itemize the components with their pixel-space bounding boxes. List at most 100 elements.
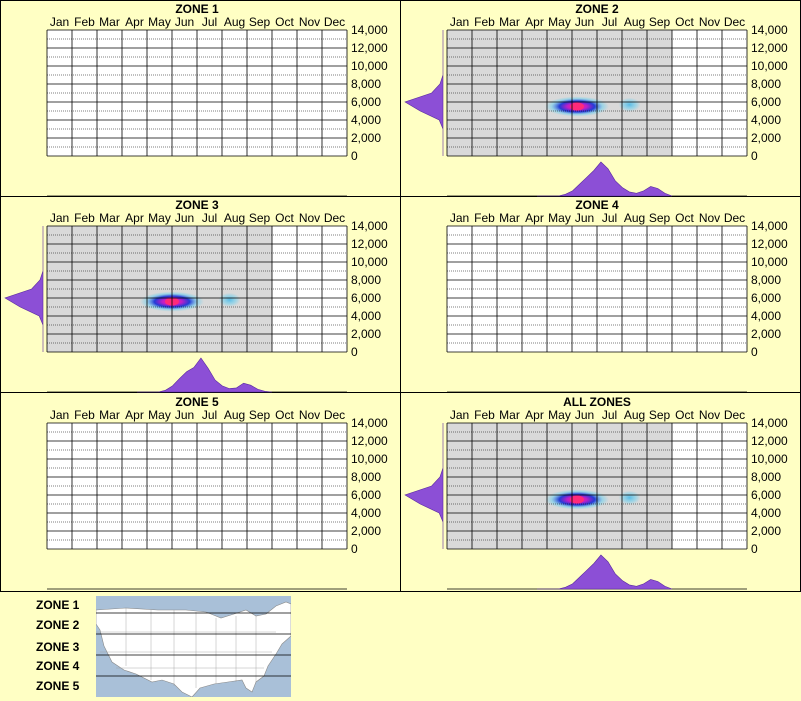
elevation-tick-label: 6,000 <box>351 291 381 305</box>
month-tick-label: Nov <box>699 408 720 422</box>
month-tick-label: Jul <box>202 15 217 29</box>
elevation-tick-label: 2,000 <box>751 524 781 538</box>
month-tick-label: Sep <box>249 15 271 29</box>
elevation-density-curve <box>4 226 44 352</box>
panel-zone-4: ZONE 4 Jan Feb Mar Apr May Jun Jul Aug Sep Oct Nov D… <box>446 198 788 393</box>
month-tick-label: May <box>148 15 171 29</box>
month-tick-label: Oct <box>275 15 294 29</box>
month-tick-label: Mar <box>99 211 120 225</box>
density-hotspot <box>218 292 241 307</box>
month-tick-label: Sep <box>249 408 271 422</box>
month-tick-label: Mar <box>499 211 520 225</box>
month-tick-label: Dec <box>724 408 745 422</box>
month-tick-label: Aug <box>224 15 245 29</box>
legend-zone-1-label: ZONE 1 <box>36 598 80 612</box>
month-tick-label: May <box>148 211 171 225</box>
elevation-tick-label: 10,000 <box>751 59 788 73</box>
panel-zone-2: ZONE 2 Jan Feb Mar Apr May Jun Jul Aug Sep Oct Nov D… <box>404 2 788 197</box>
month-tick-label: Aug <box>224 408 245 422</box>
month-tick-label: Jun <box>575 408 594 422</box>
month-tick-label: Jul <box>602 211 617 225</box>
panel-zone-3: ZONE 3 Jan Feb Mar Apr May Jun Jul Aug Sep Oct Nov D… <box>4 198 388 393</box>
month-tick-label: Jul <box>602 15 617 29</box>
panel-title: ALL ZONES <box>563 395 631 409</box>
legend-zone-2-label: ZONE 2 <box>36 618 80 632</box>
month-density-curve <box>537 161 673 197</box>
month-tick-label: Jul <box>202 211 217 225</box>
elevation-tick-label: 12,000 <box>351 237 388 251</box>
elevation-tick-label: 2,000 <box>351 327 381 341</box>
elevation-tick-label: 10,000 <box>351 59 388 73</box>
month-tick-label: Apr <box>525 211 544 225</box>
elevation-tick-label: 14,000 <box>351 416 388 430</box>
month-tick-label: Dec <box>324 211 345 225</box>
month-tick-label: Dec <box>324 15 345 29</box>
month-tick-label: Apr <box>525 15 544 29</box>
month-tick-label: Mar <box>499 408 520 422</box>
elevation-tick-label: 8,000 <box>351 470 381 484</box>
month-tick-label: Feb <box>474 15 495 29</box>
elevation-tick-label: 0 <box>351 542 358 556</box>
month-tick-label: Nov <box>699 15 720 29</box>
elevation-tick-label: 0 <box>751 149 758 163</box>
elevation-tick-label: 2,000 <box>751 131 781 145</box>
elevation-tick-label: 12,000 <box>351 41 388 55</box>
elevation-tick-label: 2,000 <box>351 131 381 145</box>
active-month-band <box>572 423 597 549</box>
month-tick-label: Sep <box>249 211 271 225</box>
month-tick-label: Jun <box>575 211 594 225</box>
month-tick-label: Feb <box>474 211 495 225</box>
active-month-band <box>522 30 547 156</box>
month-tick-label: Dec <box>724 211 745 225</box>
month-tick-label: Nov <box>299 408 320 422</box>
month-density-curve <box>537 554 673 590</box>
elevation-tick-label: 4,000 <box>751 506 781 520</box>
month-tick-label: Jun <box>175 15 194 29</box>
legend-zone-3-label: ZONE 3 <box>36 640 80 654</box>
month-density-curve <box>137 357 273 393</box>
month-tick-label: Jan <box>50 15 69 29</box>
month-tick-label: Jul <box>602 408 617 422</box>
month-tick-label: Jan <box>450 211 469 225</box>
elevation-tick-label: 14,000 <box>751 219 788 233</box>
month-tick-label: Dec <box>724 15 745 29</box>
elevation-tick-label: 4,000 <box>351 309 381 323</box>
elevation-tick-label: 6,000 <box>751 291 781 305</box>
month-tick-label: Sep <box>649 408 671 422</box>
legend-zone-5-label: ZONE 5 <box>36 679 80 693</box>
month-tick-label: Sep <box>649 211 671 225</box>
month-tick-label: Oct <box>675 408 694 422</box>
month-tick-label: May <box>548 15 571 29</box>
elevation-tick-label: 14,000 <box>351 23 388 37</box>
month-tick-label: Feb <box>474 408 495 422</box>
elevation-tick-label: 8,000 <box>751 77 781 91</box>
elevation-tick-label: 6,000 <box>751 488 781 502</box>
map-zone-lines <box>96 612 291 677</box>
month-tick-label: Apr <box>125 15 144 29</box>
month-tick-label: May <box>148 408 171 422</box>
panel-title: ZONE 4 <box>575 198 619 212</box>
panel-zone-1: ZONE 1 Jan Feb Mar Apr May Jun Jul Aug Sep Oct Nov D… <box>46 2 388 197</box>
elevation-tick-label: 4,000 <box>751 113 781 127</box>
elevation-density-curve <box>404 423 444 549</box>
elevation-tick-label: 2,000 <box>751 327 781 341</box>
month-tick-label: Aug <box>624 211 645 225</box>
active-month-band <box>572 30 597 156</box>
density-hotspot <box>618 490 641 505</box>
month-tick-label: Jan <box>50 211 69 225</box>
active-month-band <box>72 226 97 352</box>
month-tick-label: Jul <box>202 408 217 422</box>
elevation-density-curve <box>404 30 444 156</box>
elevation-tick-label: 8,000 <box>751 470 781 484</box>
elevation-tick-label: 8,000 <box>351 77 381 91</box>
month-tick-label: Feb <box>74 408 95 422</box>
month-tick-label: Aug <box>624 408 645 422</box>
month-tick-label: Mar <box>99 15 120 29</box>
month-tick-label: Jun <box>175 408 194 422</box>
month-tick-label: Apr <box>125 211 144 225</box>
elevation-tick-label: 6,000 <box>351 95 381 109</box>
elevation-tick-label: 8,000 <box>751 273 781 287</box>
elevation-tick-label: 0 <box>351 149 358 163</box>
active-month-band <box>472 423 497 549</box>
elevation-tick-label: 12,000 <box>751 434 788 448</box>
